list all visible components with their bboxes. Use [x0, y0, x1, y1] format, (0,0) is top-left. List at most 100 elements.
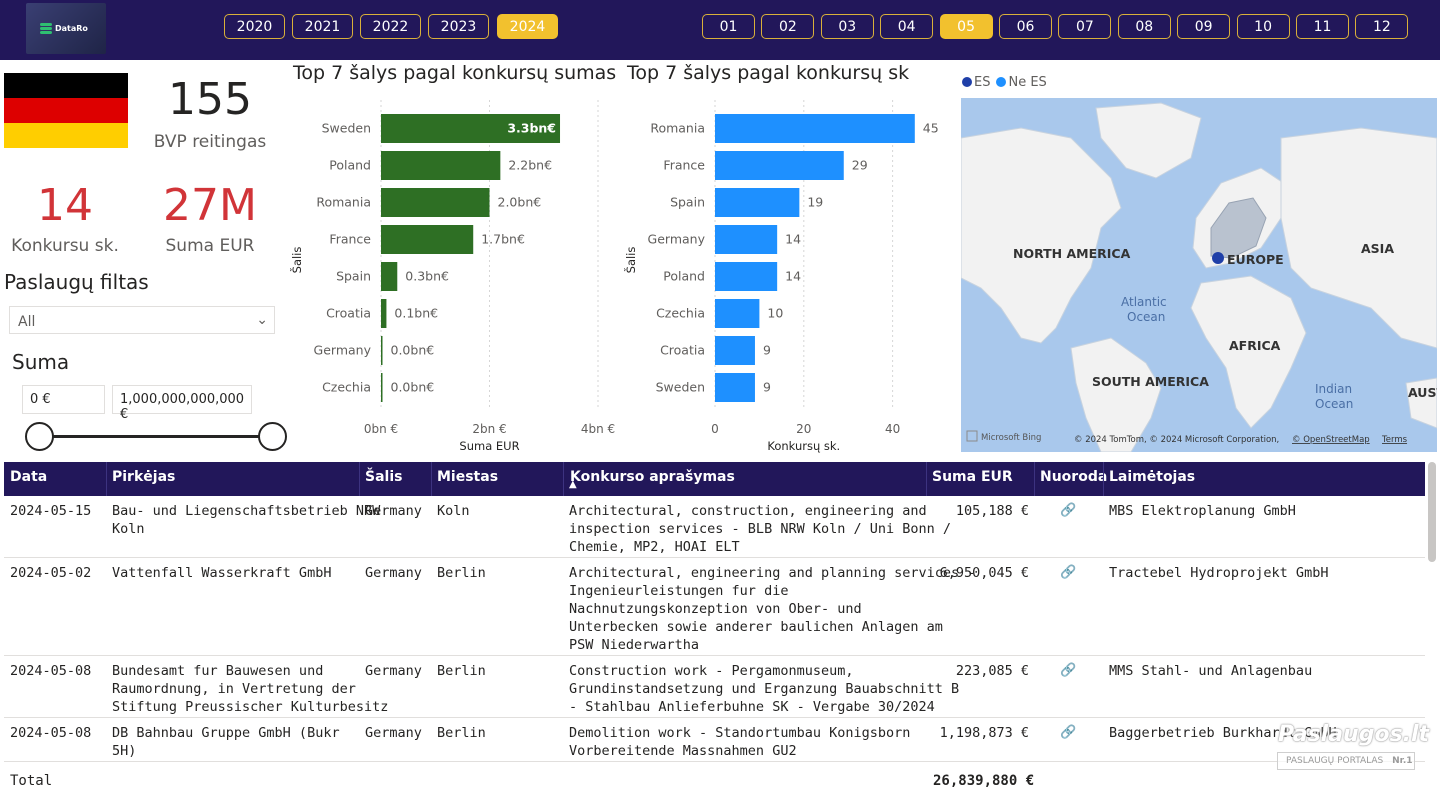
dataro-logo[interactable]: DataRo [26, 3, 106, 54]
data-label: 0.0bn€ [391, 380, 435, 395]
cell-buyer: Bundesamt fur Bauwesen und Raumordnung, i… [112, 662, 388, 716]
data-label: 9 [763, 343, 771, 358]
sum-slider-track[interactable] [40, 435, 272, 438]
month-button-02[interactable]: 02 [761, 14, 815, 39]
bar [381, 114, 561, 143]
link-icon[interactable]: 🔗 [1060, 725, 1077, 740]
month-button-04[interactable]: 04 [880, 14, 934, 39]
legend-label-es: ES [974, 75, 991, 90]
cell-country: Germany [365, 663, 422, 679]
year-button-2023[interactable]: 2023 [428, 14, 489, 39]
sum-slider-max-handle[interactable] [258, 422, 287, 451]
cell-description-line: Vorbereitende Massnahmen GU2 [569, 743, 797, 759]
category-label: Croatia [660, 343, 705, 358]
watermark-sub: PASLAUGŲ PORTALAS Nr.1 [1277, 752, 1415, 770]
col-header-link[interactable]: Nuoroda [1040, 469, 1108, 485]
x-tick-label: 0 [711, 422, 719, 436]
cell-city: Berlin [437, 663, 486, 679]
cell-buyer: Bau- und Liegenschaftsbetrieb NRW Koln [112, 502, 380, 538]
logo-text: DataRo [55, 24, 88, 33]
col-header-date[interactable]: Data [10, 469, 48, 485]
link-icon[interactable]: 🔗 [1060, 565, 1077, 580]
year-button-2022[interactable]: 2022 [360, 14, 421, 39]
x-axis-title: Suma EUR [459, 439, 519, 453]
cell-description-line: Demolition work - Standortumbau Konigsbo… [569, 725, 911, 741]
map-label-africa: AFRICA [1229, 338, 1281, 353]
flag-stripe [4, 98, 128, 123]
sum-min-input[interactable]: 0 € [22, 385, 105, 414]
year-button-2021[interactable]: 2021 [292, 14, 353, 39]
legend-item-ne-es[interactable]: Ne ES [996, 75, 1047, 90]
cell-date: 2024-05-15 [10, 503, 92, 519]
month-button-05[interactable]: 05 [939, 14, 993, 39]
bar [381, 336, 383, 365]
cell-buyer-line: Stiftung Preussischer Kulturbesitz [112, 699, 389, 715]
bar [381, 262, 398, 291]
cell-sum: 223,085 € [955, 663, 1029, 679]
month-button-11[interactable]: 11 [1296, 14, 1349, 39]
link-icon[interactable]: 🔗 [1060, 503, 1077, 518]
col-header-description[interactable]: Konkurso aprašymas [570, 469, 735, 485]
month-button-01[interactable]: 01 [702, 14, 755, 39]
month-button-12[interactable]: 12 [1355, 14, 1409, 39]
map-attribution: © 2024 TomTom, © 2024 Microsoft Corporat… [1074, 435, 1279, 445]
x-tick-label: 2bn € [472, 422, 506, 436]
table-row[interactable]: 2024-05-15 Bau- und Liegenschaftsbetrieb … [4, 496, 1425, 558]
data-label: 2.2bn€ [508, 158, 552, 173]
col-header-buyer[interactable]: Pirkėjas [112, 469, 176, 485]
month-button-08[interactable]: 08 [1117, 14, 1171, 39]
sum-max-input[interactable]: 1,000,000,000,000 € [112, 385, 252, 422]
table-scrollbar[interactable] [1428, 462, 1436, 562]
year-button-2020[interactable]: 2020 [224, 14, 285, 39]
month-button-07[interactable]: 07 [1058, 14, 1112, 39]
terms-link[interactable]: Terms [1381, 435, 1408, 445]
col-header-winner[interactable]: Laimėtojas [1109, 469, 1196, 485]
bing-logo: Microsoft Bing [981, 433, 1041, 443]
logo-icon [40, 22, 52, 35]
col-header-sum[interactable]: Suma EUR [932, 469, 1013, 485]
map-point-germany[interactable] [1212, 252, 1224, 264]
cell-city: Koln [437, 503, 470, 519]
month-button-06[interactable]: 06 [999, 14, 1052, 39]
bar [715, 336, 755, 365]
osm-link[interactable]: © OpenStreetMap [1292, 435, 1370, 445]
service-filter-value: All [18, 314, 36, 330]
link-icon[interactable]: 🔗 [1060, 663, 1077, 678]
category-label: Sweden [322, 121, 371, 136]
chart-sum-by-country: 0bn € 2bn € 4bn € Sweden 3.3bn€ Poland 2.2bn€ R… [289, 100, 615, 453]
cell-country: Germany [365, 565, 422, 581]
month-button-03[interactable]: 03 [820, 14, 874, 39]
world-map[interactable]: NORTH AMERICA EUROPE ASIA Atlantic Ocean… [961, 98, 1437, 452]
data-label: 0.1bn€ [394, 306, 438, 321]
table-row[interactable]: 2024-05-08 Bundesamt fur Bauwesen und Raum… [4, 656, 1425, 718]
col-header-city[interactable]: Miestas [437, 469, 499, 485]
table-row[interactable]: 2024-05-02 Vattenfall Wasserkraft GmbH Ger… [4, 558, 1425, 656]
year-button-2024[interactable]: 2024 [497, 14, 558, 39]
cell-sum: 1,198,873 € [939, 725, 1029, 741]
cell-buyer-line: Bau- und Liegenschaftsbetrieb NRW [112, 503, 381, 519]
cell-date: 2024-05-08 [10, 725, 92, 741]
cell-date: 2024-05-08 [10, 663, 92, 679]
cell-description: Construction work - Pergamonmuseum, Grund… [569, 662, 959, 716]
bar [381, 188, 490, 217]
service-filter-dropdown[interactable]: All ⌄ [9, 306, 275, 334]
y-axis-title: Šalis [623, 247, 638, 274]
col-header-country[interactable]: Šalis [365, 469, 403, 485]
map-label-atlantic: Atlantic [1121, 295, 1167, 309]
cell-winner: MBS Elektroplanung GmbH [1109, 503, 1296, 519]
total-value: 26,839,880 € [933, 773, 1035, 789]
category-label: Romania [650, 121, 705, 136]
map-land-layer: NORTH AMERICA EUROPE ASIA Atlantic Ocean… [961, 102, 1437, 452]
data-label: 1.7bn€ [481, 232, 525, 247]
bar [715, 262, 778, 291]
cell-buyer-line: Vattenfall Wasserkraft GmbH [112, 565, 332, 581]
country-flag [4, 73, 128, 148]
legend-item-es[interactable]: ES [962, 75, 990, 90]
month-button-10[interactable]: 10 [1236, 14, 1290, 39]
month-button-09[interactable]: 09 [1177, 14, 1231, 39]
sum-filter-title: Suma [12, 350, 70, 374]
table-row[interactable]: 2024-05-08 DB Bahnbau Gruppe GmbH (Bukr 5H… [4, 718, 1425, 762]
sum-slider-min-handle[interactable] [25, 422, 54, 451]
cell-buyer: Vattenfall Wasserkraft GmbH [112, 564, 331, 582]
x-tick-label: 20 [796, 422, 811, 436]
